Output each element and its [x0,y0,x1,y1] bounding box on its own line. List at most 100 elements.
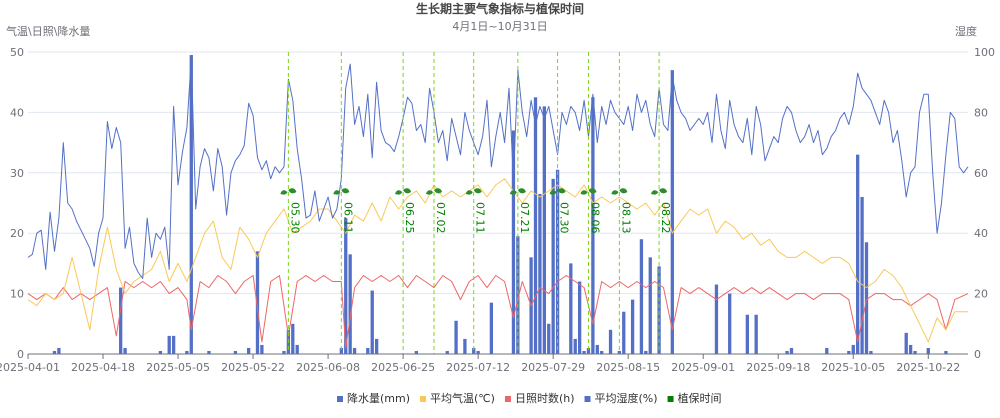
precipitation-bar [374,338,379,354]
leaf-icon [580,190,588,195]
precipitation-bar [926,347,930,354]
grid-layer [28,51,968,355]
leaf-icon [403,188,412,194]
precipitation-bar [189,55,193,355]
precipitation-bar [864,242,869,354]
plant-protection-marker: 08.13 [611,188,632,234]
plant-protection-marker: 07.11 [465,188,487,234]
precipitation-bar [869,350,873,354]
precipitation-bars [52,55,948,355]
x-tick-label: 2025-05-22 [221,361,285,374]
x-tick-label: 2025-04-18 [71,361,135,374]
precipitation-bar [57,347,61,354]
precipitation-bar [569,263,573,354]
precipitation-bar [847,350,851,354]
precipitation-bar [463,338,467,354]
y-right-tick-label: 60 [974,167,988,180]
precipitation-bar [233,350,238,354]
leaf-icon [588,188,597,194]
plant-protection-date-label: 06.25 [403,202,416,234]
precipitation-bar [472,347,476,354]
precipitation-bar [167,335,171,354]
precipitation-bar [247,347,251,354]
x-tick-label: 2025-10-22 [896,361,960,374]
humidity-line [27,57,969,279]
precipitation-bar [282,350,286,354]
precipitation-bar [582,350,586,354]
precipitation-bar [171,335,176,354]
plant-protection-date-label: 08.06 [588,202,601,234]
precipitation-bar [657,266,661,354]
legend-item: 平均湿度(%) [584,391,658,405]
leaf-icon [395,190,403,195]
precipitation-bar [630,299,635,354]
plant-protection-marker: 08.06 [580,188,601,234]
leaf-icon [549,190,557,195]
legend-swatch [337,396,343,402]
precipitation-bar [352,347,357,354]
leaf-icon [651,190,659,195]
plant-protection-date-label: 07.11 [474,202,487,234]
precipitation-bar [516,236,520,354]
precipitation-bar [595,344,599,354]
plant-protection-date-label: 05.30 [288,202,301,234]
plant-protection-marker: 07.02 [426,188,447,234]
y-left-tick-label: 0 [17,348,24,361]
precipitation-bar [851,344,855,354]
precipitation-bar [856,154,860,354]
precipitation-bar [573,338,577,354]
legend-swatch [504,396,511,402]
y-left-tick-label: 50 [10,46,24,59]
leaf-icon [473,188,482,194]
precipitation-bar [714,284,719,354]
precipitation-bar [555,169,560,354]
leaf-icon [509,190,517,195]
plant-protection-marker: 07.30 [549,188,571,234]
precipitation-bar [547,323,551,354]
leaf-icon [333,190,341,195]
leaf-icon [280,190,288,195]
legend-swatch [667,396,674,402]
x-tick-label: 2025-07-29 [521,361,585,374]
precipitation-bar [785,350,789,354]
y-right-tick-label: 0 [974,348,981,361]
y-right-tick-label: 40 [974,227,988,240]
leaf-icon [619,188,628,194]
y-right-tick-label: 20 [974,288,988,301]
precipitation-bar [754,314,758,354]
x-tick-label: 2025-09-01 [671,361,735,374]
axis-layer: 0 10 20 30 40 50 0 20 40 60 80 100 2025-04-01 2025-04… [0,46,995,374]
legend-swatch [420,396,427,402]
legend-item: 植保时间 [667,391,722,405]
plant-protection-marker: 05.30 [280,188,301,234]
precipitation-bar [617,350,622,354]
legend-item: 降水量(mm) [337,391,410,405]
temperature-line [27,178,968,343]
leaf-icon [465,190,473,195]
x-tick-label: 2025-04-01 [0,361,60,374]
x-tick-label: 2025-08-15 [596,361,660,374]
precipitation-bar [533,97,538,355]
precipitation-bar [366,347,370,354]
y-left-tick-label: 10 [10,288,24,301]
legend-label: 日照时数(h) [515,392,575,405]
precipitation-bar [648,257,652,354]
precipitation-bar [860,196,864,354]
precipitation-bar [639,239,644,354]
precipitation-bar [577,281,582,354]
precipitation-bar [622,311,626,354]
precipitation-bar [260,344,264,354]
legend-label: 降水量(mm) [347,391,410,405]
x-tick-label: 2025-07-12 [446,361,510,374]
legend-label: 平均湿度(%) [595,391,658,405]
legend-item: 平均气温(℃) [420,391,495,405]
x-tick-label: 2025-06-25 [371,361,435,374]
plant-protection-date-label: 07.30 [558,202,571,234]
precipitation-bar [119,287,123,354]
precipitation-bar [825,347,829,354]
precipitation-bar [551,178,555,354]
x-tick-label: 2025-05-05 [146,361,210,374]
precipitation-bar [454,320,458,354]
legend-item: 日照时数(h) [504,392,575,405]
